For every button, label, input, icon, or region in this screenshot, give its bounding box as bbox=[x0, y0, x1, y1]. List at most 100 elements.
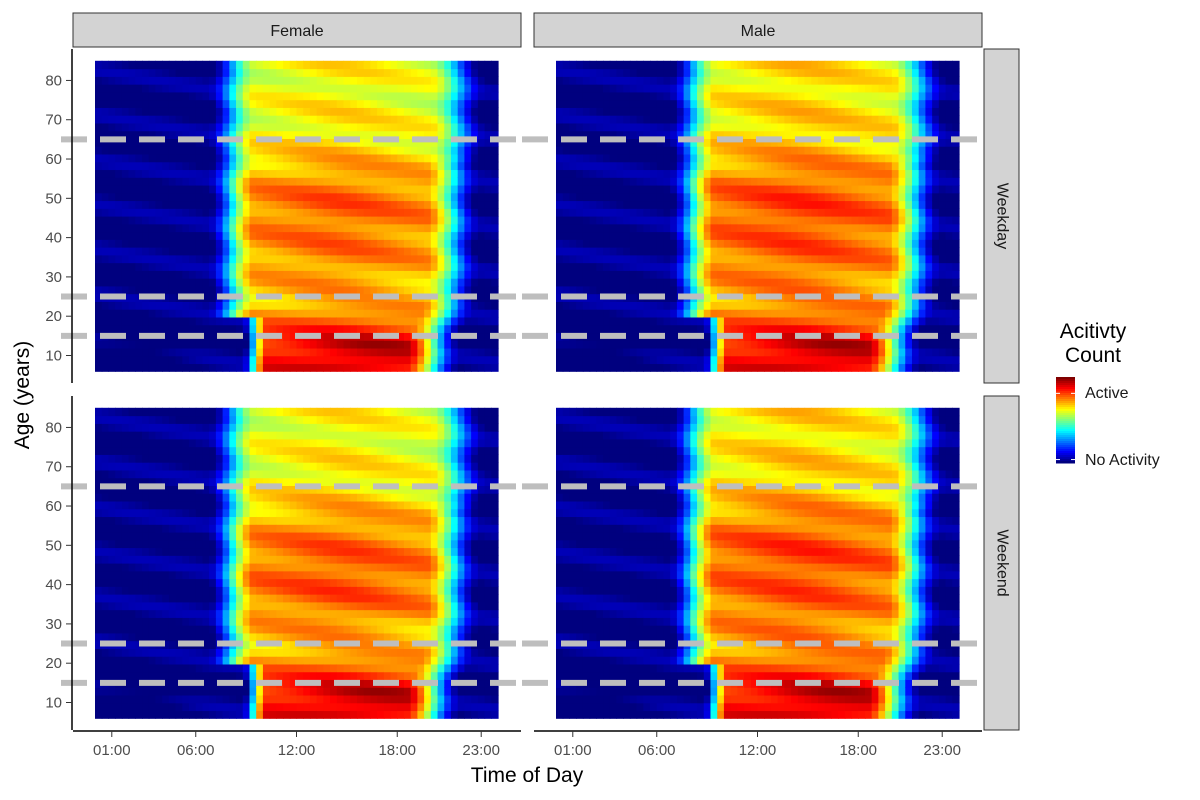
heatmap-cell bbox=[249, 324, 257, 334]
heatmap-cell bbox=[925, 216, 933, 225]
heatmap-cell bbox=[155, 324, 163, 334]
heatmap-cell bbox=[343, 216, 351, 225]
heatmap-cell bbox=[115, 200, 123, 209]
heatmap-cell bbox=[350, 169, 358, 178]
heatmap-cell bbox=[878, 68, 886, 77]
heatmap-cell bbox=[703, 223, 712, 233]
heatmap-cell bbox=[276, 161, 284, 171]
heatmap-cell bbox=[643, 122, 651, 132]
heatmap-cell bbox=[811, 355, 819, 365]
heatmap-cell bbox=[596, 301, 604, 310]
heatmap-cell bbox=[108, 316, 116, 326]
heatmap-cell bbox=[609, 239, 618, 248]
heatmap-cell bbox=[663, 262, 671, 271]
heatmap-cell bbox=[457, 309, 466, 318]
heatmap-cell bbox=[643, 99, 651, 108]
heatmap-cell bbox=[616, 239, 624, 248]
heatmap-cell bbox=[437, 309, 445, 318]
heatmap-cell bbox=[643, 347, 651, 357]
heatmap-cell bbox=[175, 262, 183, 271]
heatmap-cell bbox=[229, 91, 237, 101]
heatmap-cell bbox=[229, 122, 237, 132]
heatmap-cell bbox=[770, 247, 779, 256]
heatmap-cell bbox=[236, 76, 244, 85]
heatmap-cell bbox=[804, 270, 812, 279]
heatmap-cell bbox=[885, 223, 893, 233]
heatmap-cell bbox=[817, 115, 826, 124]
heatmap-cell bbox=[663, 99, 671, 108]
heatmap-cell bbox=[777, 208, 785, 217]
heatmap-cell bbox=[115, 262, 123, 271]
heatmap-cell bbox=[316, 76, 324, 85]
heatmap-cell bbox=[397, 161, 405, 171]
heatmap-cell bbox=[932, 122, 940, 132]
heatmap-cell bbox=[784, 363, 792, 372]
heatmap-cell bbox=[858, 68, 866, 77]
heatmap-cell bbox=[697, 324, 705, 334]
heatmap-cell bbox=[296, 138, 304, 147]
heatmap-cell bbox=[864, 340, 873, 349]
heatmap-cell bbox=[229, 146, 237, 155]
heatmap-cell bbox=[636, 239, 644, 248]
heatmap-cell bbox=[737, 122, 745, 132]
heatmap-cell bbox=[562, 91, 571, 101]
heatmap-cell bbox=[757, 107, 765, 116]
heatmap-cell bbox=[885, 146, 893, 155]
heatmap-cell bbox=[556, 309, 564, 318]
heatmap-cell bbox=[471, 68, 479, 77]
heatmap-cell bbox=[925, 254, 933, 264]
heatmap-cell bbox=[710, 177, 718, 186]
heatmap-cell bbox=[256, 192, 264, 202]
heatmap-cell bbox=[148, 340, 157, 349]
heatmap-cell bbox=[556, 285, 564, 295]
heatmap-cell bbox=[690, 270, 698, 279]
heatmap-cell bbox=[370, 200, 378, 209]
heatmap-cell bbox=[616, 184, 624, 194]
heatmap-cell bbox=[851, 347, 859, 357]
heatmap-cell bbox=[209, 247, 217, 256]
heatmap-cell bbox=[356, 177, 365, 186]
heatmap-cell bbox=[952, 208, 960, 217]
heatmap-cell bbox=[242, 107, 251, 116]
heatmap-cell bbox=[623, 184, 631, 194]
heatmap-cell bbox=[703, 293, 712, 302]
heatmap-cell bbox=[175, 161, 183, 171]
heatmap-cell bbox=[683, 84, 691, 93]
heatmap-cell bbox=[952, 169, 960, 178]
heatmap-cell bbox=[182, 146, 190, 155]
heatmap-cell bbox=[155, 200, 163, 209]
heatmap-cell bbox=[838, 347, 846, 357]
heatmap-cell bbox=[215, 239, 224, 248]
heatmap-cell bbox=[316, 153, 324, 163]
heatmap-cell bbox=[744, 285, 752, 295]
heatmap-cell bbox=[336, 301, 345, 310]
heatmap-cell bbox=[330, 316, 338, 326]
heatmap-cell bbox=[811, 76, 819, 85]
heatmap-cell bbox=[222, 177, 230, 186]
heatmap-cell bbox=[135, 340, 143, 349]
heatmap-cell bbox=[262, 208, 271, 217]
heatmap-cell bbox=[797, 247, 806, 256]
heatmap-cell bbox=[636, 153, 644, 163]
heatmap-cell bbox=[710, 169, 718, 178]
heatmap-cell bbox=[710, 309, 718, 318]
heatmap-cell bbox=[242, 355, 251, 365]
heatmap-cell bbox=[189, 107, 197, 116]
heatmap-cell bbox=[609, 153, 618, 163]
heatmap-cell bbox=[390, 223, 398, 233]
heatmap-cell bbox=[676, 60, 685, 70]
heatmap-cell bbox=[838, 130, 846, 139]
heatmap-cell bbox=[918, 316, 927, 326]
heatmap-cell bbox=[636, 247, 644, 256]
heatmap-cell bbox=[195, 355, 204, 365]
heatmap-cell bbox=[851, 208, 859, 217]
heatmap-cell bbox=[168, 76, 177, 85]
heatmap-cell bbox=[471, 84, 479, 93]
heatmap-cell bbox=[777, 107, 785, 116]
heatmap-cell bbox=[95, 99, 103, 108]
heatmap-cell bbox=[303, 347, 311, 357]
heatmap-cell bbox=[764, 285, 772, 295]
heatmap-cell bbox=[791, 293, 799, 302]
heatmap-cell bbox=[175, 301, 183, 310]
heatmap-cell bbox=[764, 239, 772, 248]
